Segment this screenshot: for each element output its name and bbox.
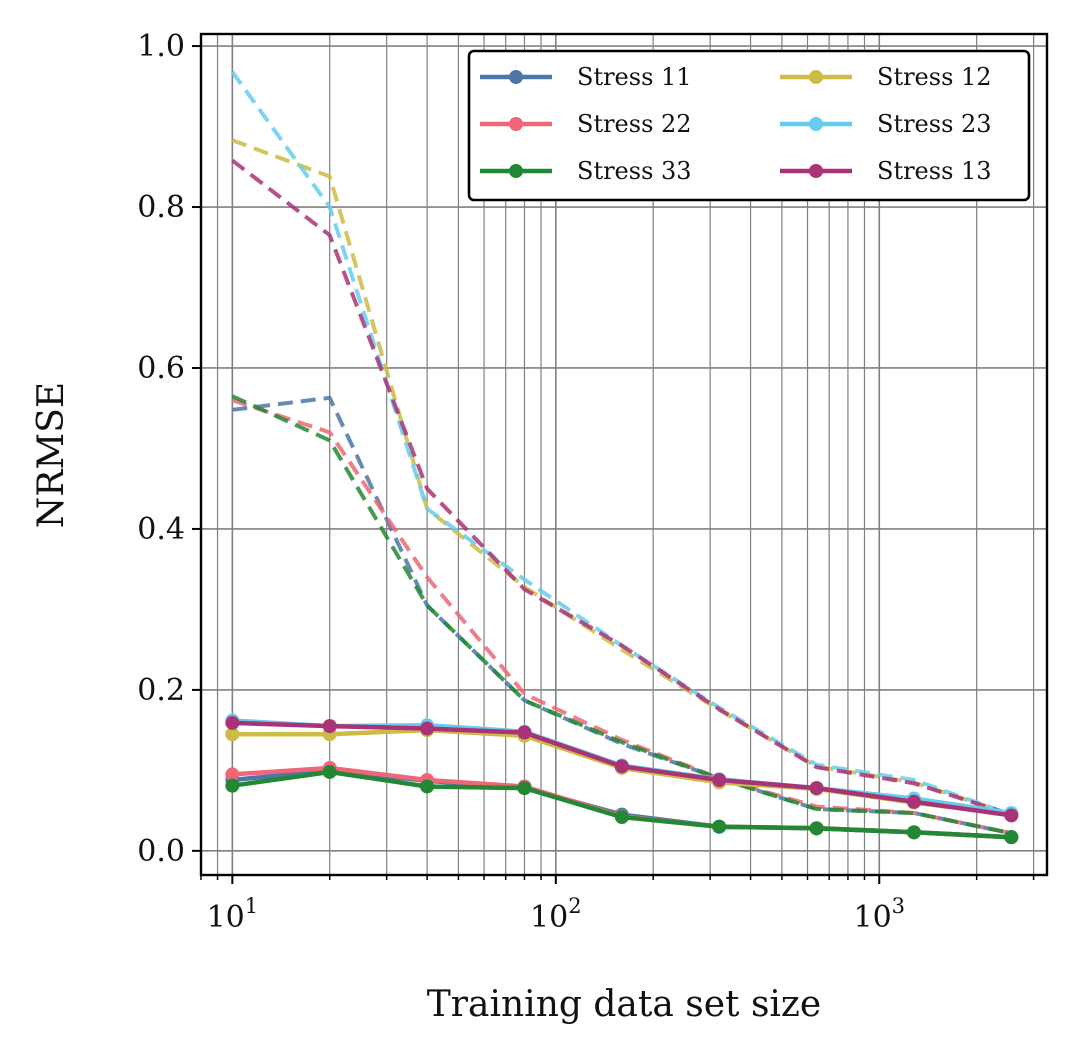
dashed-line-stress-12 [231,138,1012,817]
point-stress-13 [517,725,532,740]
legend-label-stress-11: Stress 11 [577,63,692,91]
legend-marker-stress-33 [509,164,523,178]
legend-marker-stress-23 [809,117,823,131]
y-tick-label: 0.4 [137,512,185,547]
point-stress-12 [225,727,240,742]
x-axis-label: Training data set size [427,984,821,1025]
point-stress-13 [712,773,727,788]
point-stress-13 [809,781,824,796]
point-stress-33 [517,781,532,796]
legend-marker-stress-13 [809,164,823,178]
dashed-line-stress-33 [231,394,1012,836]
point-stress-13 [906,794,921,809]
point-stress-33 [225,778,240,793]
legend-label-stress-13: Stress 13 [877,157,992,185]
legend-marker-stress-11 [509,70,523,84]
legend-label-stress-23: Stress 23 [877,110,992,138]
point-stress-33 [1004,830,1019,845]
legend-box [467,49,1031,202]
point-stress-33 [614,810,629,825]
x-tick-label: 103 [853,894,905,935]
point-stress-13 [420,721,435,736]
axes: 0.0 0.2 0.4 0.6 0.8 1.0 101 102 103 [137,29,1035,935]
point-stress-33 [712,819,727,834]
point-stress-33 [322,764,337,779]
point-stress-33 [420,779,435,794]
legend-label-stress-12: Stress 12 [877,63,992,91]
x-tick-label: 101 [207,894,259,935]
legend-label-stress-22: Stress 22 [577,110,692,138]
point-stress-13 [614,759,629,774]
point-stress-13 [1004,808,1019,823]
point-stress-33 [809,821,824,836]
y-tick-label: 0.0 [137,834,185,869]
legend-marker-stress-22 [509,117,523,131]
y-axis-label: NRMSE [31,382,72,528]
y-tick-label: 0.8 [137,190,185,225]
point-stress-33 [906,825,921,840]
x-tick-label: 102 [530,894,582,935]
y-tick-label: 0.2 [137,673,185,708]
point-stress-13 [322,719,337,734]
legend-label-stress-33: Stress 33 [577,157,692,185]
plot-series [225,70,1019,845]
dashed-line-stress-13 [231,158,1012,817]
plot-frame [199,32,1049,877]
y-tick-label: 0.6 [137,351,185,386]
point-stress-22 [225,767,240,782]
legend-marker-stress-12 [809,70,823,84]
legend: Stress 11 Stress 22 Stress 33 Stress 12 Stre… [467,49,1031,202]
point-stress-13 [225,715,240,730]
y-tick-label: 1.0 [137,29,185,64]
